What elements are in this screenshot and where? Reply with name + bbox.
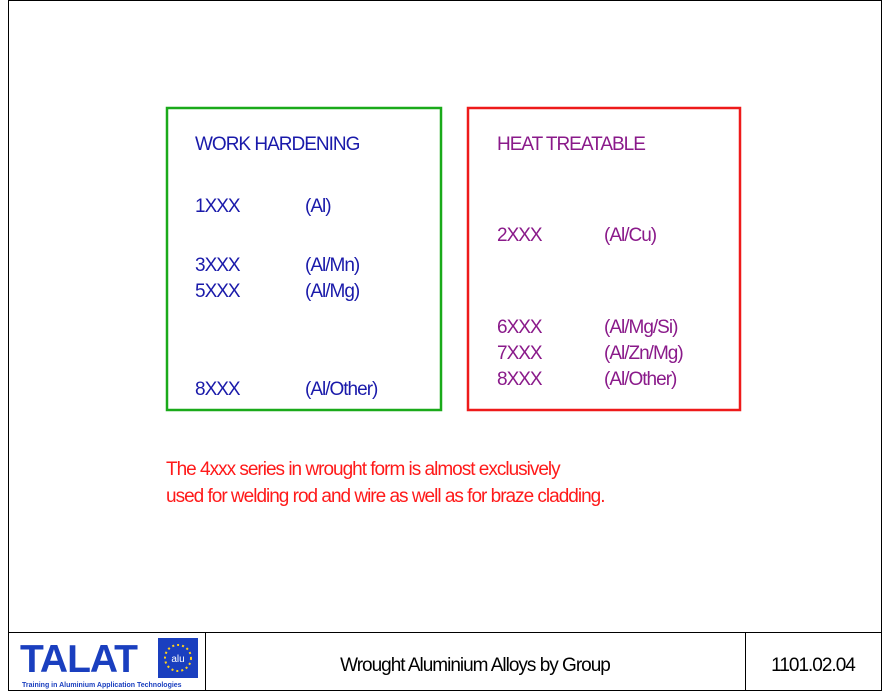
series-code: 8XXX [195,379,241,400]
series-code: 3XXX [195,255,241,276]
series-code: 6XXX [497,317,543,338]
logo-subtitle: Training in Aluminium Application Techno… [22,682,182,689]
series-alloy: (Al/Mg) [305,281,360,302]
series-code: 2XXX [497,225,543,246]
logo-stars [164,644,192,672]
note-line: The 4xxx series in wrought form is almos… [166,459,561,480]
series-code: 1XXX [195,196,241,217]
series-alloy: (Al/Other) [604,369,677,390]
series-code: 7XXX [497,343,543,364]
footer-code: 1101.02.04 [771,655,856,676]
note-line: used for welding rod and wire as well as… [166,486,605,507]
work-hardening-box [165,106,443,412]
page-border [8,0,882,691]
box-title: HEAT TREATABLE [497,134,645,155]
series-alloy: (Al/Mg/Si) [604,317,678,338]
logo-text: TALAT [20,638,138,681]
series-alloy: (Al/Mn) [305,255,360,276]
box-title: WORK HARDENING [195,134,360,155]
series-alloy: (Al/Cu) [604,225,657,246]
footer-title: Wrought Aluminium Alloys by Group [340,655,610,676]
series-code: 5XXX [195,281,241,302]
heat-treatable-box [466,106,742,412]
series-alloy: (Al/Other) [305,379,378,400]
series-alloy: (Al/Zn/Mg) [604,343,683,364]
logo-badge-text: alu [171,654,184,665]
series-alloy: (Al) [305,196,331,217]
series-code: 8XXX [497,369,543,390]
